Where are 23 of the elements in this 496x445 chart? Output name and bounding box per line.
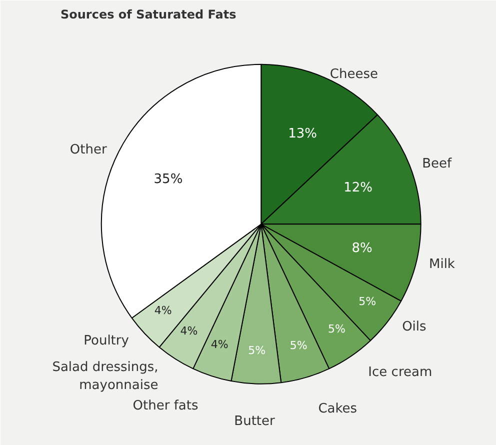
data-label: 5%	[248, 344, 266, 358]
slice-label: Other	[70, 142, 108, 158]
slice-label: Oils	[402, 319, 427, 334]
data-label: 35%	[154, 172, 183, 188]
chart-title: Sources of Saturated Fats	[60, 8, 236, 22]
slice-label: Butter	[234, 414, 276, 430]
slice-label: Ice cream	[368, 364, 432, 380]
slice-label: Cheese	[330, 67, 378, 82]
slice-label: Poultry	[84, 333, 130, 348]
data-label: 5%	[328, 322, 346, 336]
data-label: 4%	[154, 304, 172, 318]
data-label: 5%	[358, 295, 376, 308]
slice-label: Beef	[422, 156, 452, 172]
data-label: 4%	[210, 338, 228, 351]
slice-label: Salad dressings, mayonnaise	[52, 360, 158, 394]
slice-label: Other fats	[132, 398, 198, 414]
slice-label: Cakes	[318, 401, 358, 416]
data-label: 12%	[344, 180, 372, 196]
data-label: 8%	[352, 241, 372, 256]
data-label: 4%	[180, 324, 198, 338]
data-label: 5%	[290, 339, 308, 352]
data-label: 13%	[288, 126, 317, 142]
slice-label: Milk	[428, 257, 456, 272]
